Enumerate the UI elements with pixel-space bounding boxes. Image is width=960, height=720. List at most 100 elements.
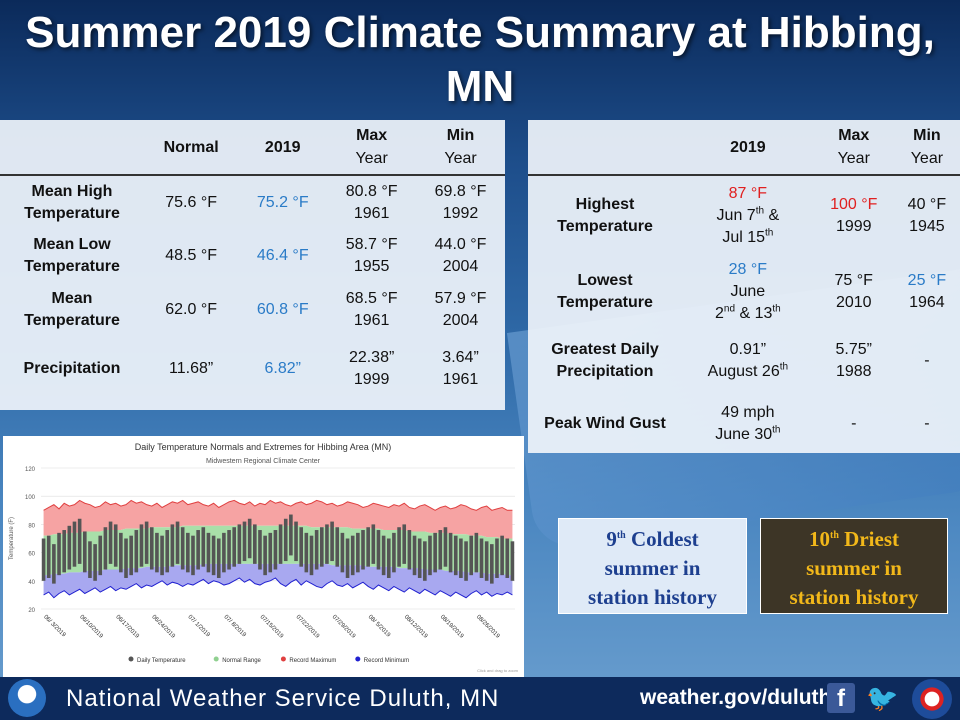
left-table-header: Normal 2019 Max Year Min Year <box>0 120 505 175</box>
daily-temp-bar <box>278 524 283 564</box>
daily-temp-bar <box>371 524 376 564</box>
daily-temp-bar <box>139 524 144 567</box>
record-max-line <box>43 499 513 511</box>
website-link[interactable]: weather.gov/duluth <box>640 686 832 709</box>
daily-temp-bar <box>113 524 118 567</box>
header-max: Max Year <box>837 127 870 167</box>
daily-temp-bar <box>448 532 453 573</box>
daily-temp-bar <box>247 518 252 559</box>
daily-temp-bar <box>412 535 417 576</box>
record-min-line <box>43 577 513 599</box>
daily-temp-bar <box>175 521 180 564</box>
daily-temp-bar <box>438 530 443 570</box>
row-label: Peak Wind Gust <box>544 415 666 432</box>
daily-temp-bar <box>289 514 293 556</box>
y-tick-label: 40 <box>28 580 35 586</box>
value-2019: 49 mph June 30th <box>715 404 781 443</box>
left-climate-table: Normal 2019 Max Year Min Year Mean High Te… <box>0 120 505 410</box>
daily-temp-bar <box>170 524 175 567</box>
daily-temp-bar <box>222 532 226 573</box>
daily-temp-bar <box>397 527 401 567</box>
y-axis-label: Temperature (F) <box>9 517 15 560</box>
daily-temp-bar <box>443 527 448 567</box>
right-table-row: Highest Temperature 87 °F Jun 7th & Jul 15t… <box>528 175 960 255</box>
daily-temp-bar <box>335 527 340 567</box>
daily-temp-bar <box>268 532 273 573</box>
header-max: Max Year <box>355 127 388 167</box>
daily-temp-bar <box>319 527 324 567</box>
daily-temp-bar <box>144 521 149 564</box>
daily-temp-bar <box>469 535 474 576</box>
daily-temp-bar <box>407 530 412 570</box>
daily-temp-bar <box>52 544 56 584</box>
daily-temp-bar <box>309 535 314 576</box>
daily-temp-bar <box>304 532 309 573</box>
normal-value: 11.68” <box>169 360 214 377</box>
header-2019: 2019 <box>264 138 301 156</box>
row-label: Lowest Temperature <box>557 272 653 311</box>
daily-temp-bar <box>124 538 128 578</box>
value-2019: 0.91” August 26th <box>707 341 789 380</box>
x-tick-label: 06/ 3/2019 <box>42 614 67 639</box>
daily-temp-bar <box>479 538 484 578</box>
value-2019: 6.82” <box>264 360 301 377</box>
daily-temp-bar <box>258 530 262 570</box>
daily-temp-bar <box>366 527 370 567</box>
legend-label: Daily Temperature <box>137 658 186 664</box>
daily-temp-bar <box>129 535 133 576</box>
daily-temp-bar <box>474 532 479 573</box>
chart-title: Daily Temperature Normals and Extremes f… <box>135 442 391 452</box>
row-label: Highest Temperature <box>557 195 653 235</box>
chart-svg: Daily Temperature Normals and Extremes f… <box>9 442 519 673</box>
daily-temp-bar <box>82 531 87 573</box>
page-title: Summer 2019 Climate Summary at Hibbing, … <box>25 8 935 111</box>
x-tick-label: 07/22/2019 <box>295 614 321 640</box>
x-tick-label: 07/ 8/2019 <box>222 614 247 639</box>
daily-temp-bar <box>428 535 432 576</box>
normal-value: 62.0 °F <box>165 301 218 318</box>
daily-temp-bar <box>356 532 360 573</box>
x-tick-label: 08/12/2019 <box>403 614 429 640</box>
y-tick-label: 60 <box>28 552 35 558</box>
daily-temp-bar <box>510 541 515 581</box>
daily-temp-bar <box>273 530 278 570</box>
x-tick-label: 06/17/2019 <box>114 614 140 640</box>
min-cell: 25 °F 1964 <box>907 272 947 311</box>
right-table-row: Greatest Daily Precipitation 0.91” August … <box>528 329 960 393</box>
facebook-icon[interactable]: f <box>827 683 855 713</box>
daily-temp-bar <box>263 535 267 576</box>
x-tick-label: 06/10/2019 <box>78 614 104 640</box>
daily-temp-bar <box>98 535 103 576</box>
noaa-logo-icon[interactable] <box>8 679 46 717</box>
value-2019: 87 °F Jun 7th & Jul 15th <box>716 184 780 246</box>
x-tick-label: 06/24/2019 <box>150 614 176 640</box>
legend-marker <box>213 656 219 662</box>
legend-label: Record Minimum <box>364 658 409 664</box>
daily-temp-bar <box>191 535 195 576</box>
daily-temp-bar <box>417 538 422 578</box>
left-table-row: Precipitation 11.68” 6.82” 22.38” 1999 3.64” 1… <box>0 337 505 401</box>
nws-logo-icon[interactable] <box>912 679 952 719</box>
legend-label: Record Maximum <box>289 658 336 664</box>
max-cell: - <box>851 415 857 432</box>
value-2019: 46.4 °F <box>256 247 309 264</box>
x-tick-label: 07/29/2019 <box>331 614 357 640</box>
daily-temp-bar <box>294 521 298 562</box>
daily-temp-bar <box>134 530 139 573</box>
y-tick-label: 100 <box>25 495 36 501</box>
header-normal: Normal <box>163 138 219 156</box>
legend-marker <box>128 656 134 662</box>
twitter-icon[interactable]: 🐦 <box>866 683 899 713</box>
daily-temp-bar <box>46 535 51 578</box>
daily-temp-bar <box>381 535 386 576</box>
left-table-row: Mean Low Temperature 48.5 °F 46.4 °F 58.7 °… <box>0 229 505 283</box>
daily-temp-bar <box>453 535 458 576</box>
daily-temp-bar <box>495 538 499 578</box>
min-cell: 3.64” 1961 <box>442 349 479 388</box>
min-cell: 40 °F 1945 <box>907 195 947 235</box>
daily-temp-bar <box>423 541 427 581</box>
min-cell: 57.9 °F 2004 <box>434 290 487 329</box>
daily-temp-bar <box>500 535 504 576</box>
daily-temp-bar <box>232 527 237 567</box>
right-climate-table: 2019 Max Year Min Year Highest Temperature… <box>528 120 960 453</box>
